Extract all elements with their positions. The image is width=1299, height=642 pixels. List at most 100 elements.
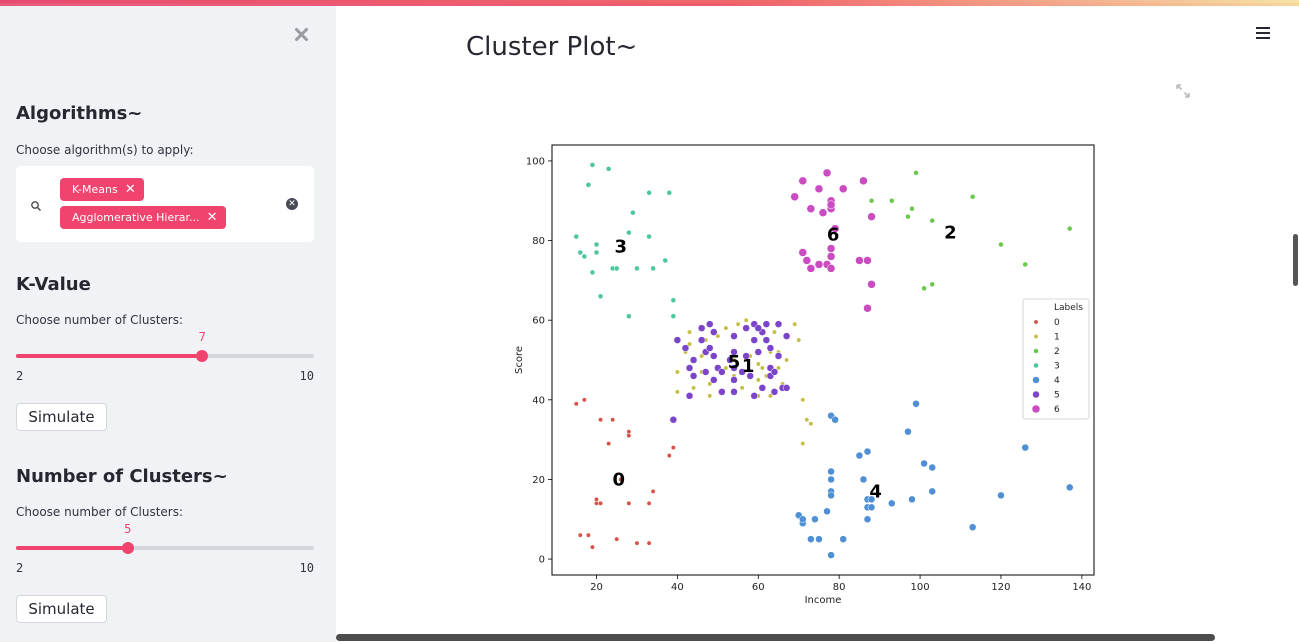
data-point-cluster-5	[685, 392, 694, 400]
fullscreen-icon[interactable]	[1175, 83, 1191, 99]
data-point-cluster-5	[762, 320, 771, 328]
x-tick-label: 80	[833, 582, 846, 593]
data-point-cluster-1	[687, 341, 692, 347]
data-point-cluster-5	[762, 336, 771, 344]
data-point-cluster-6	[838, 184, 848, 194]
data-point-cluster-0	[594, 496, 599, 502]
data-point-cluster-3	[646, 190, 652, 196]
data-point-cluster-4	[823, 507, 831, 516]
clear-icon[interactable]: ✕	[286, 198, 298, 210]
data-point-cluster-1	[759, 365, 765, 371]
x-axis-label: Income	[805, 595, 842, 606]
data-point-cluster-0	[626, 500, 632, 506]
data-point-cluster-5	[770, 388, 779, 396]
data-point-cluster-4	[1021, 443, 1029, 452]
hamburger-menu-icon[interactable]	[1256, 27, 1270, 40]
data-point-cluster-5	[718, 368, 726, 376]
data-point-cluster-4	[968, 523, 977, 531]
page-title: Cluster Plot~	[466, 32, 638, 62]
data-point-cluster-6	[859, 176, 868, 186]
slider-fill	[16, 354, 203, 358]
cluster-plot-svg: 20 40 60 80 100 120 140020406080100IncomeScore…	[514, 144, 1095, 606]
nclusters-slider[interactable]: 5 2 10	[16, 522, 314, 575]
data-point-cluster-0	[606, 441, 612, 447]
data-point-cluster-4	[863, 447, 872, 456]
kvalue-slider[interactable]: 7 2 10	[16, 330, 314, 383]
data-point-cluster-5	[754, 348, 763, 356]
data-point-cluster-0	[610, 417, 616, 423]
data-point-cluster-1	[776, 365, 781, 371]
kvalue-title: K-Value	[16, 274, 91, 295]
data-point-cluster-4	[888, 499, 896, 508]
data-point-cluster-5	[774, 320, 783, 328]
data-point-cluster-0	[666, 453, 672, 459]
data-point-cluster-3	[589, 269, 596, 276]
data-point-cluster-6	[826, 200, 836, 209]
data-point-cluster-1	[808, 421, 814, 427]
data-point-cluster-1	[739, 385, 745, 391]
data-point-cluster-3	[577, 249, 584, 256]
data-point-cluster-1	[674, 389, 680, 395]
data-point-cluster-3	[670, 297, 677, 304]
data-point-cluster-4	[811, 515, 819, 524]
data-point-cluster-5	[705, 344, 714, 352]
data-point-cluster-1	[755, 361, 761, 367]
data-point-cluster-4	[807, 535, 815, 543]
data-point-cluster-4	[867, 503, 876, 512]
search-icon	[31, 201, 42, 212]
data-point-cluster-5	[750, 392, 758, 400]
data-point-cluster-6	[814, 260, 824, 269]
data-point-cluster-3	[573, 233, 580, 240]
vertical-scrollbar[interactable]	[1293, 234, 1298, 286]
data-point-cluster-4	[799, 515, 807, 524]
slider-value: 5	[124, 522, 132, 536]
y-tick-label: 20	[532, 475, 545, 486]
data-point-cluster-2	[921, 285, 927, 292]
data-point-cluster-6	[806, 264, 816, 273]
data-point-cluster-5	[730, 348, 738, 356]
data-point-cluster-3	[626, 229, 632, 236]
data-point-cluster-1	[772, 329, 777, 335]
data-point-cluster-4	[815, 535, 823, 543]
data-point-cluster-2	[889, 197, 895, 204]
remove-tag-icon[interactable]: ✕	[206, 210, 218, 225]
data-point-cluster-4	[997, 491, 1005, 500]
close-icon[interactable]	[290, 24, 312, 46]
data-point-cluster-1	[804, 417, 810, 423]
data-point-cluster-1	[743, 317, 749, 323]
algorithm-tag-agglomerative: Agglomerative Hierar... ✕	[60, 206, 226, 229]
simulate-button-kmeans[interactable]: Simulate	[16, 403, 107, 431]
algorithms-title: Algorithms~	[16, 103, 143, 124]
y-tick-label: 80	[532, 236, 545, 247]
slider-thumb[interactable]	[121, 542, 134, 554]
data-point-cluster-5	[774, 352, 783, 360]
data-point-cluster-1	[687, 329, 692, 335]
data-point-cluster-6	[790, 192, 799, 202]
slider-thumb[interactable]	[196, 350, 209, 362]
hamburger-line	[1256, 27, 1270, 29]
data-point-cluster-5	[782, 384, 791, 392]
data-point-cluster-5	[730, 388, 738, 396]
data-point-cluster-2	[969, 194, 976, 200]
remove-tag-icon[interactable]: ✕	[124, 182, 136, 197]
simulate-button-agglomerative[interactable]: Simulate	[16, 595, 107, 623]
data-point-cluster-0	[618, 476, 624, 482]
data-point-cluster-0	[581, 397, 587, 403]
top-accent-bar	[0, 0, 1299, 6]
y-tick-label: 40	[532, 395, 545, 406]
data-point-cluster-6	[822, 168, 832, 178]
kvalue-label: Choose number of Clusters:	[16, 313, 184, 327]
legend-label-5: 5	[1054, 391, 1060, 401]
data-point-cluster-3	[630, 209, 636, 216]
data-point-cluster-5	[758, 384, 767, 392]
algorithms-multiselect[interactable]: K-Means ✕ Agglomerative Hierar... ✕ ✕	[16, 166, 314, 242]
data-point-cluster-4	[908, 495, 916, 504]
data-point-cluster-1	[674, 369, 680, 375]
legend-marker-2	[1033, 348, 1039, 354]
data-point-cluster-4	[839, 535, 847, 543]
data-point-cluster-6	[826, 244, 836, 253]
data-point-cluster-5	[738, 368, 746, 376]
horizontal-scrollbar[interactable]	[336, 634, 1215, 641]
cluster-label-1: 1	[742, 356, 755, 377]
legend-title: Labels	[1054, 303, 1083, 313]
